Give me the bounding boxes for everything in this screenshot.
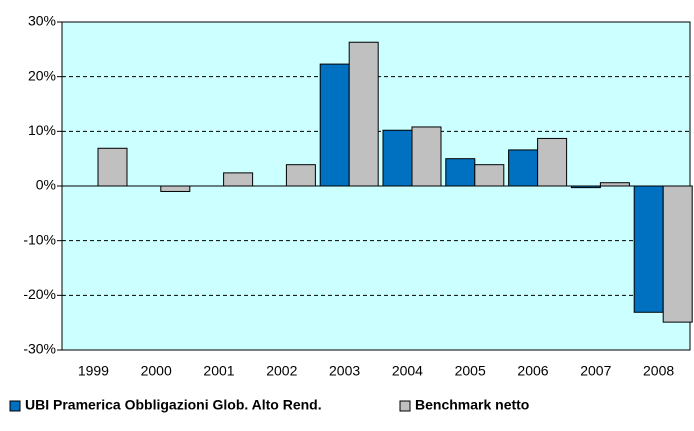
- legend-swatch: [9, 400, 21, 412]
- bar: [537, 137, 568, 187]
- bar: [382, 129, 413, 187]
- bar: [348, 41, 379, 187]
- bar: [319, 63, 350, 187]
- x-tick-label: 2006: [517, 363, 548, 379]
- y-tick-label: -30%: [23, 341, 56, 357]
- x-tick-label: 2004: [392, 363, 423, 379]
- bar: [160, 185, 191, 192]
- y-tick-label: 30%: [28, 13, 56, 29]
- x-tick-label: 1999: [78, 363, 109, 379]
- x-tick-label: 2008: [643, 363, 674, 379]
- y-tick-label: 10%: [28, 122, 56, 138]
- x-tick-label: 2005: [455, 363, 486, 379]
- bar: [223, 172, 254, 187]
- legend-label: UBI Pramerica Obbligazioni Glob. Alto Re…: [25, 397, 322, 413]
- x-tick-label: 2007: [580, 363, 611, 379]
- bar: [633, 185, 664, 313]
- bar: [285, 164, 316, 187]
- legend-swatch: [399, 400, 411, 412]
- y-tick-label: 20%: [28, 67, 56, 83]
- x-tick-label: 2003: [329, 363, 360, 379]
- y-tick-label: -20%: [23, 286, 56, 302]
- x-tick-label: 2001: [203, 363, 234, 379]
- bar: [599, 182, 630, 187]
- bar: [662, 185, 693, 323]
- x-tick-label: 2002: [266, 363, 297, 379]
- bar: [411, 126, 442, 187]
- x-tick-label: 2000: [141, 363, 172, 379]
- bar: [570, 185, 601, 189]
- bar: [445, 158, 476, 187]
- bar: [508, 149, 539, 187]
- legend-label: Benchmark netto: [415, 397, 529, 413]
- y-tick-label: -10%: [23, 231, 56, 247]
- bar: [474, 164, 505, 187]
- y-tick-label: 0%: [36, 177, 56, 193]
- bar: [97, 147, 128, 187]
